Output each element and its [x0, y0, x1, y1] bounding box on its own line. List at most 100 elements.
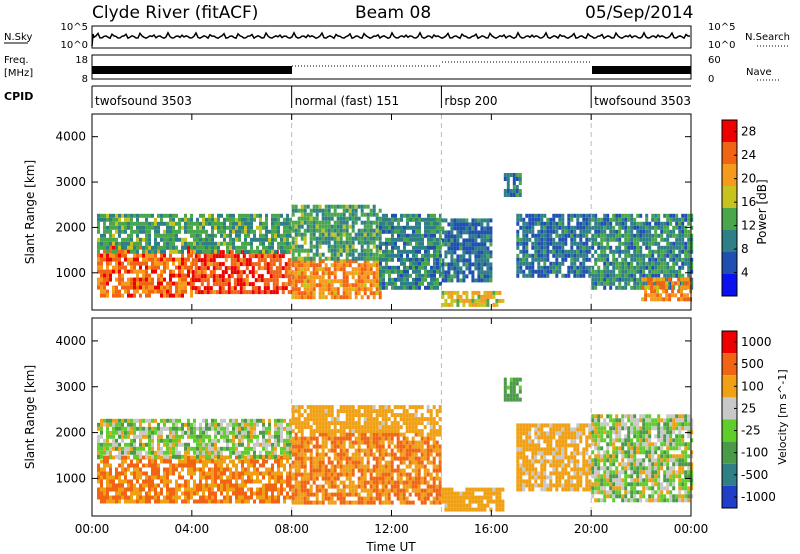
heatmap-cell: [312, 259, 316, 264]
heatmap-cell: [154, 225, 157, 230]
heatmap-cell: [424, 253, 427, 258]
heatmap-cell: [354, 271, 358, 276]
heatmap-cell: [100, 434, 103, 439]
heatmap-cell: [151, 261, 154, 266]
heatmap-cell: [218, 274, 222, 279]
heatmap-cell: [294, 236, 298, 241]
heatmap-cell: [166, 221, 169, 226]
heatmap-cell: [157, 483, 160, 488]
heatmap-cell: [205, 249, 208, 254]
heatmap-cell: [187, 450, 190, 455]
heatmap-cell: [561, 225, 565, 230]
heatmap-cell: [391, 281, 394, 286]
heatmap-cell: [501, 298, 505, 303]
heatmap-cell: [543, 249, 547, 254]
heatmap-cell: [291, 295, 295, 300]
heatmap-cell: [233, 270, 237, 275]
heatmap-cell: [306, 252, 310, 257]
heatmap-cell: [654, 225, 658, 230]
heatmap-cell: [229, 438, 232, 443]
heatmap-cell: [486, 218, 490, 223]
heatmap-cell: [582, 225, 586, 230]
heatmap-cell: [208, 446, 211, 451]
heatmap-cell: [133, 293, 136, 298]
heatmap-cell: [669, 281, 673, 286]
heatmap-cell: [645, 241, 649, 246]
heatmap-cell: [309, 484, 313, 489]
heatmap-cell: [118, 450, 121, 455]
heatmap-cell: [512, 193, 516, 197]
heatmap-cell: [342, 283, 346, 288]
heatmap-cell: [163, 257, 166, 262]
heatmap-cell: [300, 484, 304, 489]
heatmap-cell: [100, 265, 103, 270]
colorbar-tick-label: 8: [741, 242, 749, 256]
heatmap-cell: [115, 293, 118, 298]
heatmap-cell: [157, 442, 160, 447]
heatmap-cell: [166, 459, 169, 464]
heatmap-cell: [139, 430, 142, 435]
heatmap-cell: [309, 456, 313, 461]
heatmap-cell: [345, 464, 349, 469]
heatmap-cell: [181, 426, 184, 431]
heatmap-cell: [289, 446, 292, 451]
heatmap-cell: [172, 229, 175, 234]
heatmap-cell: [674, 293, 678, 298]
heatmap-cell: [166, 213, 169, 218]
heatmap-cell: [648, 221, 652, 226]
heatmap-cell: [348, 236, 352, 241]
heatmap-cell: [154, 233, 157, 238]
heatmap-cell: [103, 277, 106, 282]
heatmap-cell: [271, 491, 274, 496]
heatmap-cell: [229, 229, 232, 234]
colorbar-frame: [721, 119, 738, 297]
heatmap-cell: [190, 213, 193, 218]
heatmap-cell: [462, 230, 466, 235]
heatmap-cell: [259, 471, 262, 476]
heatmap-cell: [543, 269, 547, 274]
heatmap-cell: [196, 237, 199, 242]
heatmap-cell: [190, 249, 193, 254]
heatmap-cell: [133, 434, 136, 439]
heatmap-cell: [133, 430, 136, 435]
heatmap-cell: [130, 459, 133, 464]
heatmap-cell: [268, 475, 271, 480]
heatmap-cell: [480, 226, 484, 231]
heatmap-cell: [211, 229, 214, 234]
heatmap-cell: [465, 242, 469, 247]
heatmap-cell: [197, 266, 201, 271]
heatmap-cell: [394, 253, 397, 258]
heatmap-cell: [118, 273, 121, 278]
heatmap-cell: [227, 290, 231, 295]
heatmap-cell: [336, 444, 340, 449]
heatmap-cell: [315, 271, 319, 276]
heatmap-cell: [666, 213, 670, 218]
heatmap-cell: [229, 217, 232, 222]
heatmap-cell: [97, 217, 100, 222]
heatmap-cell: [333, 291, 337, 296]
heatmap-cell: [642, 229, 646, 234]
heatmap-cell: [594, 225, 598, 230]
heatmap-cell: [312, 472, 316, 477]
heatmap-cell: [339, 500, 343, 505]
heatmap-cell: [480, 222, 484, 227]
heatmap-cell: [366, 460, 370, 465]
heatmap-cell: [363, 275, 367, 280]
heatmap-cell: [468, 242, 472, 247]
heatmap-cell: [639, 265, 643, 270]
heatmap-cell: [226, 495, 229, 500]
heatmap-cell: [579, 261, 583, 266]
heatmap-cell: [193, 233, 196, 238]
heatmap-cell: [109, 434, 112, 439]
heatmap-cell: [148, 245, 151, 250]
heatmap-cell: [645, 225, 649, 230]
heatmap-cell: [244, 418, 247, 423]
heatmap-cell: [506, 173, 510, 177]
heatmap-cell: [648, 253, 652, 258]
heatmap-cell: [681, 281, 685, 286]
heatmap-cell: [103, 495, 106, 500]
heatmap-cell: [238, 213, 241, 218]
heatmap-cell: [211, 450, 214, 455]
heatmap-cell: [363, 212, 367, 217]
heatmap-cell: [518, 189, 522, 193]
